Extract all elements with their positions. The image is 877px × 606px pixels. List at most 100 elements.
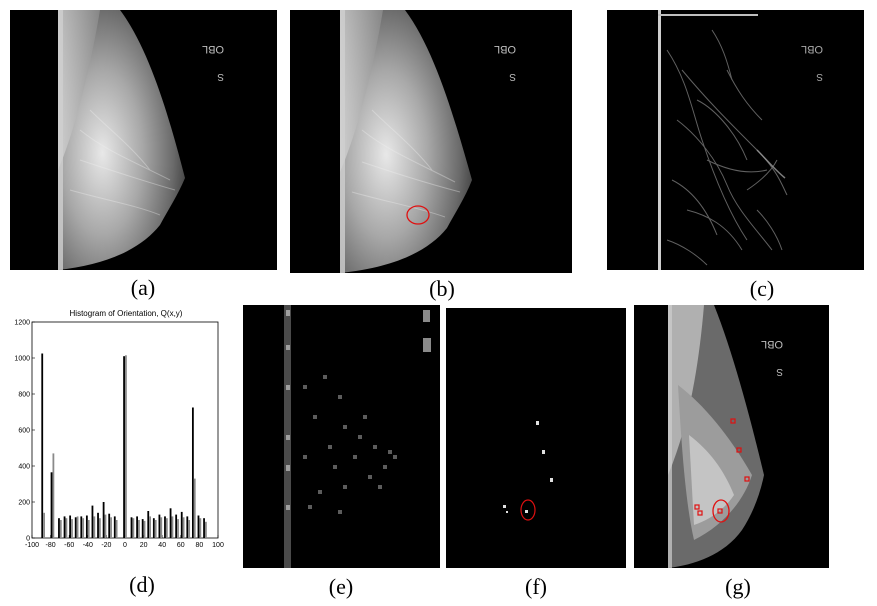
feature-block-map xyxy=(243,305,440,568)
histogram-bar xyxy=(193,478,196,538)
y-tick-label: 600 xyxy=(18,428,30,435)
histogram-bar xyxy=(154,520,157,538)
detection-box xyxy=(697,510,703,516)
histogram-bar xyxy=(136,516,138,538)
histogram-bar xyxy=(58,518,60,538)
x-tick-label: 20 xyxy=(140,542,148,549)
histogram-bar xyxy=(82,518,85,538)
x-tick-label: 100 xyxy=(212,542,224,549)
histogram-bar xyxy=(76,516,79,538)
detection-box xyxy=(736,447,742,453)
histogram-bar xyxy=(59,520,62,538)
x-tick-label: 0 xyxy=(123,542,127,549)
histogram-bar xyxy=(108,513,111,538)
detection-box xyxy=(717,508,723,514)
histogram-bar xyxy=(65,518,68,538)
histogram-bar xyxy=(69,515,72,538)
film-marker-obl: OBL xyxy=(801,43,823,55)
histogram-bar xyxy=(147,511,150,538)
orientation-histogram-chart: Histogram of Orientation, Q(x,y) 0200400… xyxy=(14,309,224,549)
histogram-bar xyxy=(52,453,55,538)
histogram-bar xyxy=(85,515,88,538)
caption-b: (b) xyxy=(429,276,455,301)
film-marker-s: S xyxy=(509,71,516,82)
histogram-bar xyxy=(175,514,178,538)
film-marker-obl: OBL xyxy=(494,43,516,55)
x-tick-label: -40 xyxy=(83,542,93,549)
detected-point xyxy=(525,510,528,513)
plot-frame xyxy=(31,321,219,539)
mammogram-marked-image: OBL S xyxy=(290,10,572,273)
orientation-histogram: Histogram of Orientation, Q(x,y) 0 200 400… xyxy=(8,308,233,558)
histogram-bar xyxy=(125,355,127,538)
x-tick-label: 40 xyxy=(158,542,166,549)
film-marker-obl: OBL xyxy=(202,43,224,55)
histogram-bar xyxy=(182,517,185,538)
y-tick-label: 200 xyxy=(18,500,30,507)
detected-point xyxy=(550,478,553,482)
detection-box xyxy=(730,418,736,424)
histogram-bar xyxy=(169,508,172,538)
line-structure-map: OBL S xyxy=(607,10,864,270)
histogram-bar xyxy=(41,353,44,538)
mass-marker-circle xyxy=(406,205,430,225)
line-structure-image: OBL S xyxy=(607,10,864,270)
y-tick-label: 1200 xyxy=(14,320,30,327)
mammogram-detections: OBL S xyxy=(634,305,829,568)
histogram-bar xyxy=(191,407,194,538)
x-tick-label: -20 xyxy=(101,542,111,549)
detected-point xyxy=(503,505,506,508)
histogram-bar xyxy=(74,517,77,538)
histogram-bar xyxy=(205,521,207,538)
histogram-bar xyxy=(98,518,101,538)
histogram-bar xyxy=(149,516,152,538)
caption-g: (g) xyxy=(725,574,751,599)
histogram-bar xyxy=(171,516,174,538)
histogram-bar xyxy=(71,519,73,538)
histogram-bar xyxy=(160,517,163,538)
caption-d: (d) xyxy=(129,572,155,597)
detection-box xyxy=(744,476,750,482)
histogram-bar xyxy=(197,515,200,538)
histogram-bar xyxy=(102,502,105,538)
film-marker-s: S xyxy=(217,71,224,82)
caption-a: (a) xyxy=(130,275,156,300)
y-tick-label: 1000 xyxy=(14,356,30,363)
mammogram-original: OBL S xyxy=(10,10,277,270)
mammogram-detections-image: OBL S xyxy=(634,305,829,568)
x-tick-label: -60 xyxy=(64,542,74,549)
histogram-bar xyxy=(63,516,66,538)
histogram-bar xyxy=(199,518,202,538)
histogram-bar xyxy=(188,520,191,538)
histogram-bar xyxy=(141,519,144,538)
histogram-bar xyxy=(80,516,83,538)
histogram-bar xyxy=(50,472,53,538)
histogram-bar xyxy=(138,520,140,538)
chart-title: Histogram of Orientation, Q(x,y) xyxy=(70,309,183,318)
x-tick-label: -80 xyxy=(46,542,56,549)
histogram-bar xyxy=(186,516,189,538)
mass-marker-circle xyxy=(712,499,730,523)
histogram-bar xyxy=(180,511,183,538)
mammogram-original-image: OBL S xyxy=(10,10,277,270)
detection-box xyxy=(694,504,700,510)
detected-point xyxy=(542,450,545,454)
histogram-bar xyxy=(87,520,90,538)
histogram-bar xyxy=(143,520,146,538)
detected-points-map xyxy=(446,308,626,568)
histogram-bar xyxy=(97,512,99,538)
mammogram-marked: OBL S xyxy=(290,10,572,273)
histogram-bar xyxy=(110,517,112,538)
detected-points-image xyxy=(446,308,626,568)
y-tick-label: 800 xyxy=(18,392,30,399)
histogram-bar xyxy=(130,517,133,538)
film-marker-obl: OBL xyxy=(761,338,783,350)
caption-e: (e) xyxy=(328,574,354,599)
caption-f: (f) xyxy=(525,574,547,599)
histogram-bar xyxy=(132,518,135,538)
caption-c: (c) xyxy=(749,276,775,301)
film-marker-s: S xyxy=(776,366,783,377)
histogram-bar xyxy=(91,505,94,538)
y-tick-label: 0 xyxy=(26,536,30,543)
x-tick-label: 60 xyxy=(177,542,185,549)
